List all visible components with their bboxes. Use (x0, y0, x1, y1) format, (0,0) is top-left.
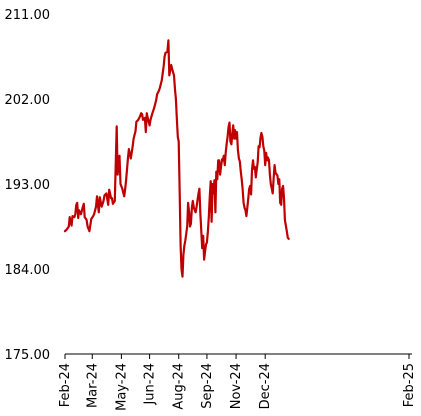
price-series-line (63, 39, 290, 278)
x-axis-labels: Feb-24 Mar-24 May-24 Jun-24 Aug-24 Sep-2… (58, 363, 417, 411)
y-tick-label: 175.00 (5, 348, 51, 363)
x-tick-label: Dec-24 (258, 363, 273, 409)
x-tick-label: Mar-24 (85, 363, 100, 408)
x-tick-label: Sep-24 (200, 363, 215, 409)
x-tick-label: Aug-24 (172, 363, 187, 410)
x-tick-label: Nov-24 (229, 363, 244, 409)
x-axis-ticks (64, 354, 410, 359)
x-tick-label: May-24 (114, 363, 129, 411)
y-tick-label: 184.00 (5, 263, 51, 278)
x-tick-label: Jun-24 (143, 363, 158, 406)
y-tick-label: 193.00 (5, 178, 51, 193)
y-tick-label: 202.00 (5, 93, 51, 108)
y-tick-label: 211.00 (5, 8, 51, 23)
y-axis-labels: 175.00 184.00 193.00 202.00 211.00 (5, 8, 51, 363)
x-tick-label: Feb-24 (58, 363, 73, 407)
x-tick-label: Feb-25 (402, 363, 417, 407)
